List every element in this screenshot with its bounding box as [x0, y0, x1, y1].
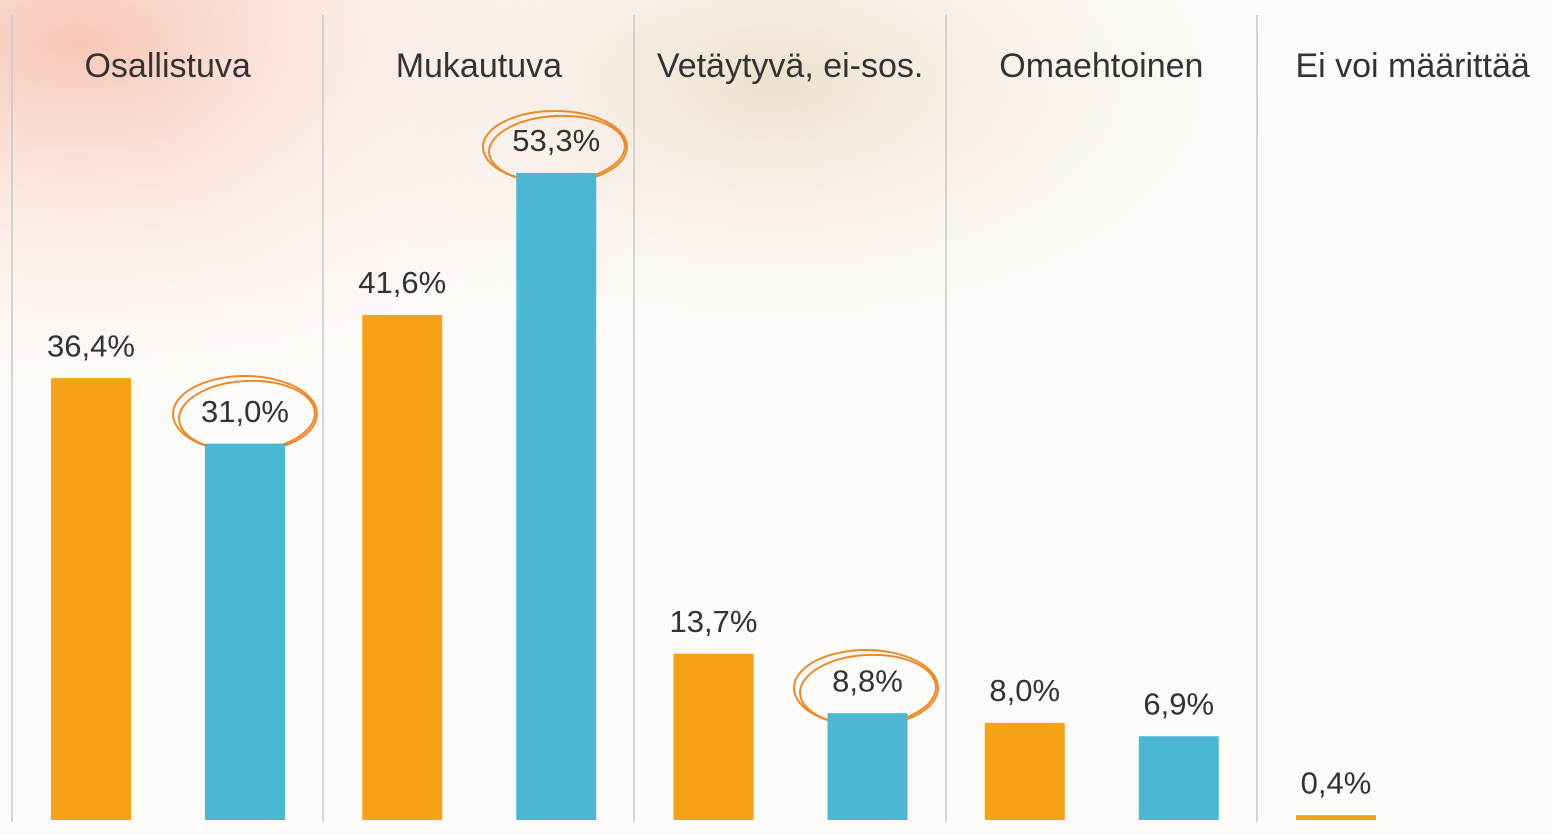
category-label: Mukautuva — [396, 47, 562, 85]
value-label: 31,0% — [201, 394, 289, 429]
value-label: 8,8% — [832, 663, 903, 698]
bar — [1139, 736, 1219, 820]
bar — [1296, 815, 1376, 820]
value-label: 0,4% — [1301, 765, 1372, 800]
value-label: 41,6% — [358, 265, 446, 300]
category-label: Ei voi määrittää — [1295, 47, 1529, 85]
category-label: Omaehtoinen — [999, 47, 1203, 85]
value-label: 13,7% — [670, 604, 758, 639]
category-label: Osallistuva — [84, 47, 250, 85]
value-label: 8,0% — [989, 673, 1060, 708]
bar — [516, 173, 596, 820]
chart: Osallistuva 36,4% 31,0% Mukautuva 41,6% 53,3%… — [0, 0, 1552, 835]
bar — [362, 315, 442, 820]
bar — [51, 378, 131, 820]
bar — [985, 723, 1065, 820]
bar — [674, 654, 754, 820]
value-label: 6,9% — [1143, 686, 1214, 721]
bar — [205, 444, 285, 820]
value-label: 36,4% — [47, 328, 135, 363]
bar — [828, 713, 908, 820]
value-label: 53,3% — [512, 123, 600, 158]
category-label: Vetäytyvä, ei-sos. — [657, 47, 923, 85]
